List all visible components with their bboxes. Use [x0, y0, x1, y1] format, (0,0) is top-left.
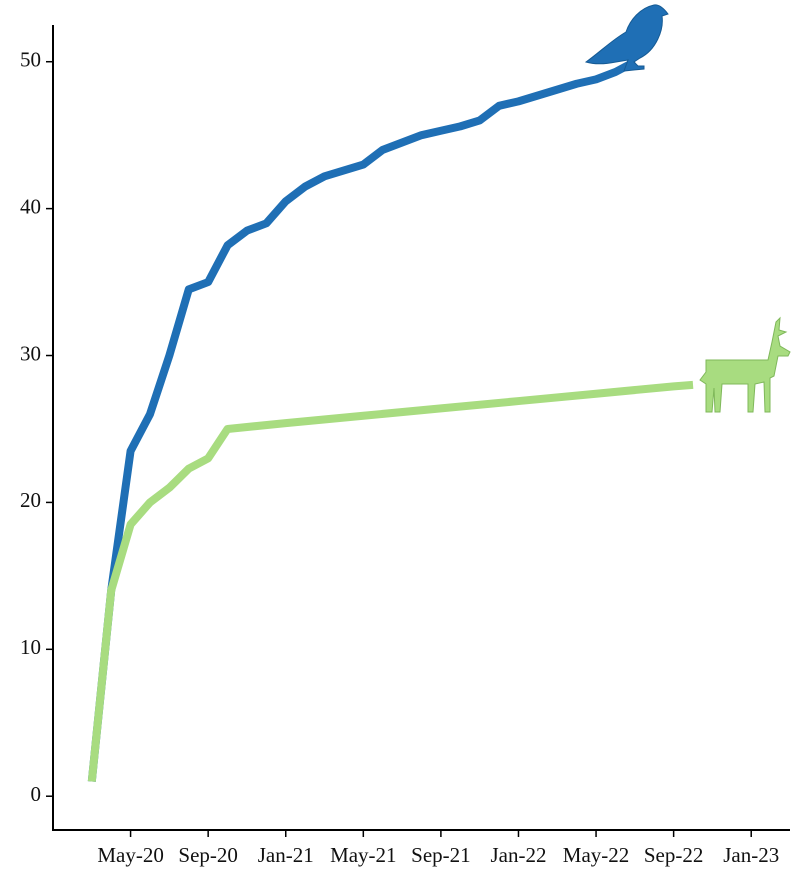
y-tick-label: 0 — [31, 782, 42, 806]
y-tick-label: 50 — [20, 48, 41, 72]
series-line — [87, 58, 637, 782]
x-tick-label: May-20 — [97, 843, 164, 867]
series-line — [87, 380, 694, 782]
plot-area — [87, 58, 694, 782]
x-tick-label: Jan-22 — [490, 843, 546, 867]
y-tick-label: 10 — [20, 635, 41, 659]
x-tick-label: Jan-21 — [258, 843, 314, 867]
bird-icon — [584, 4, 669, 72]
x-tick-label: May-21 — [330, 843, 397, 867]
x-tick-label: Sep-20 — [178, 843, 238, 867]
y-tick-label: 20 — [20, 488, 41, 512]
x-tick-label: May-22 — [563, 843, 630, 867]
x-tick-label: Jan-23 — [723, 843, 779, 867]
y-tick-label: 40 — [20, 194, 41, 218]
x-tick-label: Sep-22 — [644, 843, 704, 867]
x-tick-label: Sep-21 — [411, 843, 471, 867]
y-tick-label: 30 — [20, 341, 41, 365]
deer-icon — [699, 316, 791, 413]
